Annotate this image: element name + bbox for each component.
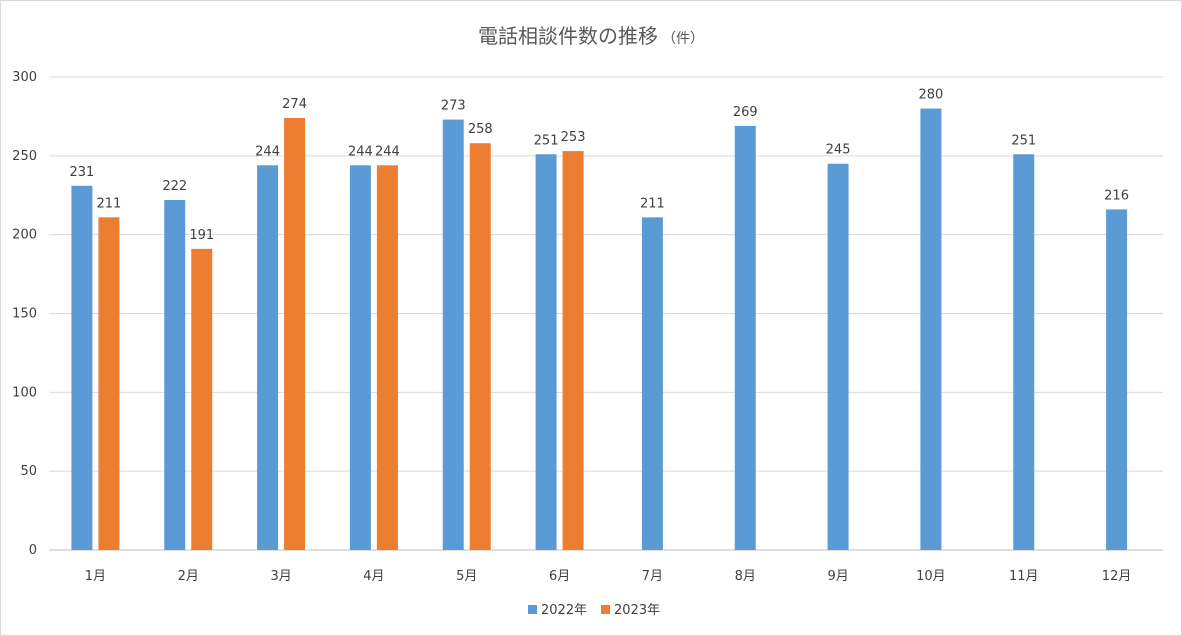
- data-label: 216: [1104, 188, 1129, 203]
- bars: [71, 108, 1128, 551]
- bar: [535, 154, 557, 551]
- data-label: 251: [1011, 133, 1036, 148]
- data-label: 222: [162, 179, 187, 194]
- data-label: 244: [348, 144, 373, 159]
- data-label: 211: [97, 196, 122, 211]
- data-label: 269: [733, 105, 758, 120]
- bar: [376, 165, 398, 550]
- data-label: 211: [640, 196, 665, 211]
- y-tick-label: 0: [29, 543, 37, 558]
- y-tick-label: 300: [12, 70, 37, 85]
- x-tick-label: 7月: [642, 569, 663, 584]
- data-label: 244: [255, 144, 280, 159]
- legend-label: 2022年: [541, 603, 587, 618]
- bar: [562, 151, 584, 550]
- x-tick-label: 2月: [178, 569, 199, 584]
- legend-label: 2023年: [614, 603, 660, 618]
- bar: [1106, 209, 1128, 550]
- chart-title: 電話相談件数の推移 （件）: [478, 24, 704, 48]
- data-label: 253: [561, 130, 586, 145]
- data-label: 245: [826, 143, 851, 158]
- bar: [827, 163, 849, 550]
- x-tick-label: 9月: [827, 569, 848, 584]
- data-label: 273: [441, 99, 466, 114]
- bar: [469, 143, 491, 550]
- bar: [734, 125, 756, 551]
- x-tick-label: 6月: [549, 569, 570, 584]
- legend-swatch: [601, 605, 610, 614]
- legend: 2022年 2023年: [528, 603, 660, 618]
- y-axis: 0 50 100 150 200 250 300: [12, 70, 37, 558]
- bar: [1013, 154, 1035, 551]
- y-tick-label: 50: [20, 464, 37, 479]
- x-tick-label: 5月: [456, 569, 477, 584]
- x-tick-label: 8月: [735, 569, 756, 584]
- x-tick-label: 3月: [270, 569, 291, 584]
- bar: [164, 199, 186, 551]
- x-tick-label: 4月: [363, 569, 384, 584]
- y-tick-label: 100: [12, 385, 37, 400]
- data-label: 274: [282, 97, 307, 112]
- y-tick-label: 250: [12, 149, 37, 164]
- legend-swatch: [528, 605, 537, 614]
- x-tick-label: 10月: [916, 569, 946, 584]
- bar: [71, 185, 93, 551]
- x-tick-label: 12月: [1102, 569, 1132, 584]
- data-label: 251: [534, 133, 559, 148]
- data-label: 244: [375, 144, 400, 159]
- bar: [349, 165, 371, 550]
- y-tick-label: 200: [12, 228, 37, 243]
- data-label: 231: [70, 165, 95, 180]
- bar: [920, 108, 942, 551]
- bar: [284, 117, 306, 550]
- bar: [442, 119, 464, 550]
- y-tick-label: 150: [12, 307, 37, 322]
- x-tick-label: 1月: [85, 569, 106, 584]
- bar: [257, 165, 279, 550]
- gridlines: [49, 76, 1163, 551]
- bar: [191, 248, 213, 550]
- data-label: 258: [468, 122, 493, 137]
- x-axis: 1月 2月 3月 4月 5月 6月 7月 8月 9月 10月 11月 12月: [85, 569, 1132, 584]
- x-tick-label: 11月: [1009, 569, 1039, 584]
- bar: [641, 217, 663, 550]
- data-label: 280: [919, 88, 944, 103]
- bar: [98, 217, 120, 550]
- data-label: 191: [189, 228, 214, 243]
